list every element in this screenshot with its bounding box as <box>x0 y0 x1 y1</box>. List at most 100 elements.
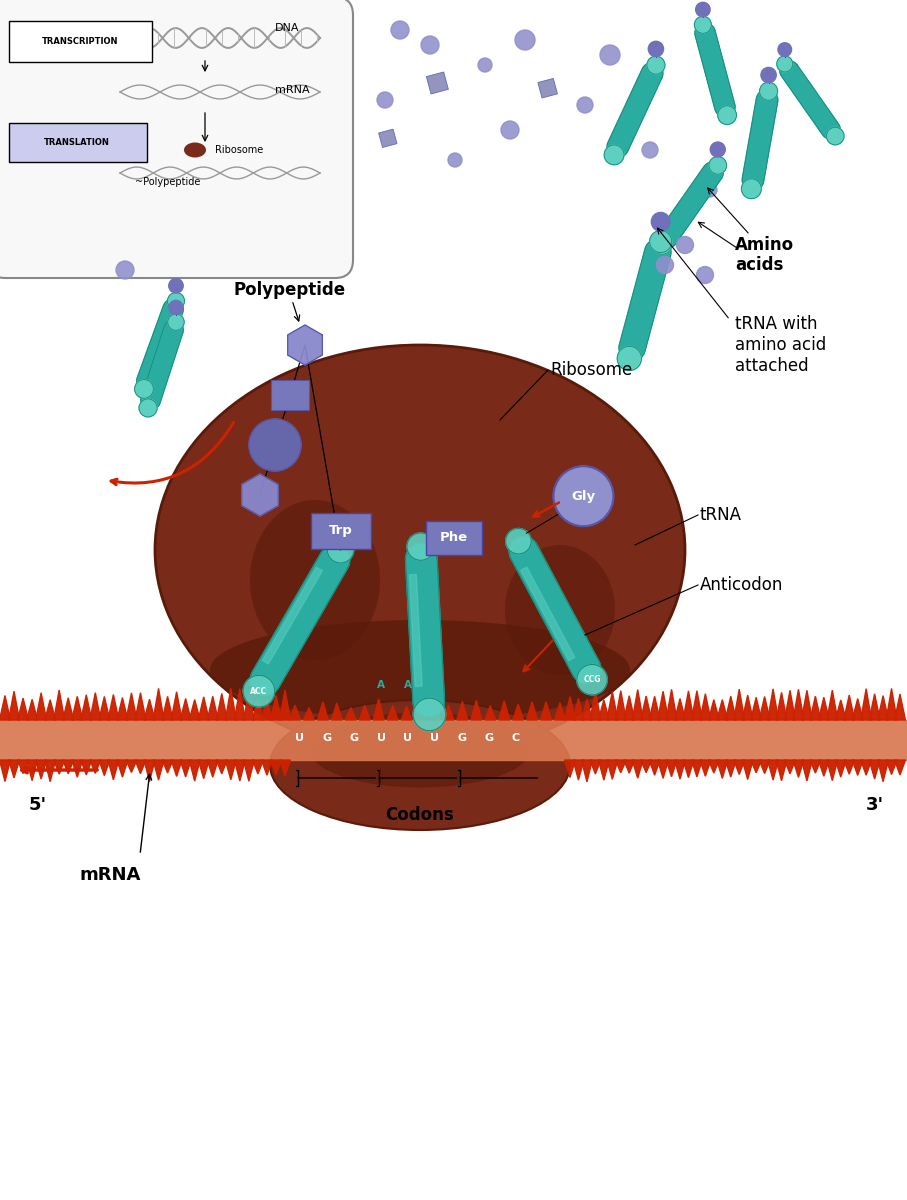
Polygon shape <box>780 61 840 139</box>
Polygon shape <box>691 760 702 776</box>
Ellipse shape <box>210 620 630 720</box>
Polygon shape <box>225 760 237 780</box>
Polygon shape <box>72 760 83 778</box>
Circle shape <box>618 347 641 371</box>
Text: tRNA: tRNA <box>700 506 742 524</box>
Polygon shape <box>190 700 200 720</box>
Polygon shape <box>615 760 626 773</box>
Ellipse shape <box>270 700 570 830</box>
Polygon shape <box>429 698 440 720</box>
Polygon shape <box>99 696 110 720</box>
Polygon shape <box>894 694 905 720</box>
Text: Ribosome: Ribosome <box>215 145 263 155</box>
Circle shape <box>116 260 134 278</box>
Polygon shape <box>818 697 829 720</box>
Circle shape <box>448 152 462 167</box>
Polygon shape <box>708 700 719 720</box>
Polygon shape <box>844 760 854 774</box>
Polygon shape <box>581 760 592 782</box>
Polygon shape <box>242 474 278 516</box>
Bar <box>426 72 448 94</box>
Text: tRNA with
amino acid
attached: tRNA with amino acid attached <box>735 316 826 374</box>
Polygon shape <box>691 691 702 720</box>
Text: CCG: CCG <box>583 676 600 684</box>
Polygon shape <box>785 760 795 774</box>
Polygon shape <box>401 707 412 720</box>
Polygon shape <box>853 698 863 720</box>
Polygon shape <box>675 698 686 720</box>
Polygon shape <box>0 696 11 720</box>
Polygon shape <box>599 760 610 780</box>
Circle shape <box>243 676 275 707</box>
Circle shape <box>414 698 445 731</box>
Circle shape <box>703 182 717 197</box>
Circle shape <box>600 44 620 65</box>
Polygon shape <box>767 689 778 720</box>
Text: TRANSCRIPTION: TRANSCRIPTION <box>42 37 118 46</box>
FancyBboxPatch shape <box>310 512 371 548</box>
Polygon shape <box>126 760 137 773</box>
Polygon shape <box>726 760 736 778</box>
Text: C: C <box>512 733 520 743</box>
Bar <box>271 380 309 410</box>
Circle shape <box>652 235 672 254</box>
Polygon shape <box>144 760 155 781</box>
Polygon shape <box>63 698 73 720</box>
Polygon shape <box>26 700 37 720</box>
Polygon shape <box>512 704 523 720</box>
Ellipse shape <box>250 500 380 660</box>
Polygon shape <box>108 760 119 780</box>
Polygon shape <box>810 760 821 773</box>
Polygon shape <box>607 760 618 779</box>
Text: G: G <box>457 733 466 743</box>
Polygon shape <box>818 760 829 776</box>
Polygon shape <box>35 692 46 720</box>
Circle shape <box>696 2 710 17</box>
Polygon shape <box>666 760 677 776</box>
Polygon shape <box>742 760 753 780</box>
Polygon shape <box>117 697 128 720</box>
Circle shape <box>710 142 726 157</box>
Polygon shape <box>250 545 350 695</box>
Circle shape <box>168 293 184 310</box>
Circle shape <box>742 179 761 199</box>
Polygon shape <box>767 760 778 780</box>
Polygon shape <box>243 692 254 720</box>
Polygon shape <box>886 689 897 720</box>
Polygon shape <box>346 708 356 720</box>
Polygon shape <box>216 760 228 774</box>
Polygon shape <box>810 696 821 720</box>
Polygon shape <box>776 760 787 781</box>
FancyBboxPatch shape <box>9 122 147 162</box>
Polygon shape <box>695 23 735 118</box>
Polygon shape <box>581 700 592 720</box>
Polygon shape <box>44 760 55 781</box>
Polygon shape <box>658 691 668 720</box>
Polygon shape <box>199 760 210 779</box>
Polygon shape <box>8 760 20 778</box>
Polygon shape <box>878 696 889 720</box>
Polygon shape <box>262 568 322 664</box>
Text: 3': 3' <box>866 796 884 814</box>
Circle shape <box>377 92 393 108</box>
Text: Ribosome: Ribosome <box>550 361 632 379</box>
Polygon shape <box>599 700 610 720</box>
Text: mRNA: mRNA <box>79 866 141 884</box>
Polygon shape <box>54 690 64 720</box>
Circle shape <box>134 379 153 398</box>
Polygon shape <box>63 760 73 774</box>
Polygon shape <box>564 760 576 778</box>
Circle shape <box>169 278 183 293</box>
Circle shape <box>761 67 776 83</box>
Polygon shape <box>90 760 101 773</box>
Circle shape <box>709 156 727 174</box>
Polygon shape <box>135 760 146 774</box>
Polygon shape <box>590 691 600 720</box>
Polygon shape <box>162 696 173 720</box>
Polygon shape <box>632 760 643 779</box>
Polygon shape <box>734 689 745 720</box>
Bar <box>538 78 558 98</box>
Text: DNA: DNA <box>275 23 299 32</box>
Polygon shape <box>261 700 272 720</box>
Polygon shape <box>717 760 727 779</box>
